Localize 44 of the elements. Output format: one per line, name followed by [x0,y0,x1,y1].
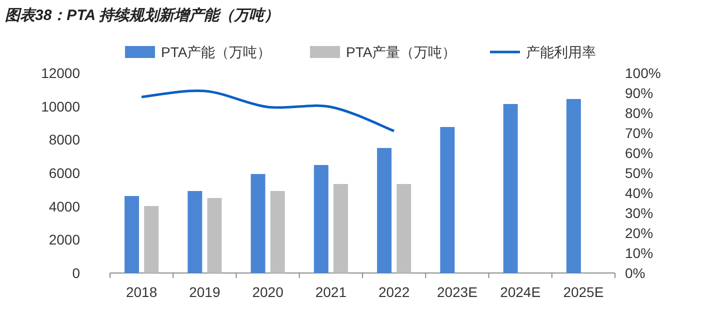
x-tick-label: 2019 [189,284,220,300]
y2-tick-label: 20% [625,225,654,241]
y2-tick-label: 30% [625,205,654,221]
y-tick-label: 6000 [48,165,80,181]
x-tick-label: 2020 [252,284,284,300]
bar [207,198,222,273]
x-tick-label: 2023E [436,284,478,300]
y-tick-label: 4000 [48,198,80,214]
y2-tick-label: 50% [625,165,654,181]
bar [440,127,455,273]
y-tick-label: 12000 [41,65,80,81]
x-tick-label: 2021 [315,284,347,300]
bar [250,174,266,273]
y-tick-label: 8000 [48,132,80,148]
bar [188,191,202,273]
bar [333,184,348,273]
y2-tick-label: 40% [625,185,654,201]
chart-title: 图表38：PTA 持续规划新增产能（万吨） [5,6,280,24]
bar [566,99,581,273]
y-tick-label: 0 [72,265,80,281]
y2-tick-label: 60% [625,145,654,161]
y2-tick-label: 70% [625,125,654,141]
y-tick-label: 10000 [41,98,80,114]
bar [377,148,392,273]
y2-tick-label: 90% [625,85,654,101]
x-tick-label: 2025E [563,284,604,300]
bar [124,196,140,273]
y2-tick-label: 80% [625,105,654,121]
legend-label: 产能利用率 [526,44,596,60]
x-tick-label: 2022 [378,284,410,300]
y2-tick-label: 0% [625,265,646,281]
line-series [140,90,396,132]
bar [503,104,518,273]
x-tick-label: 2018 [126,284,158,300]
y-tick-label: 2000 [48,232,80,248]
y2-tick-label: 10% [625,245,654,261]
bar [396,184,412,273]
legend-label: PTA产能（万吨） [161,44,272,60]
x-tick-label: 2024E [500,284,541,300]
bar [144,206,159,273]
y2-tick-label: 100% [625,65,661,81]
bar [270,191,285,273]
bar [314,165,328,273]
legend-label: PTA产量（万吨） [346,44,456,60]
